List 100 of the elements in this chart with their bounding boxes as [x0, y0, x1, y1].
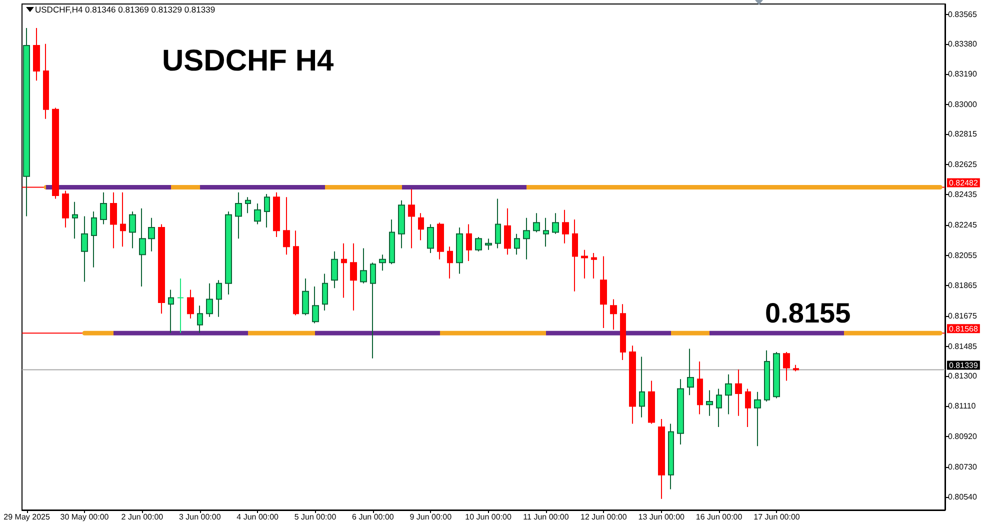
- candlestick: [562, 209, 569, 244]
- x-tick-label: 5 Jun 00:00: [294, 512, 337, 522]
- candlestick: [793, 364, 799, 372]
- y-tick-label: 0.83000: [948, 100, 978, 110]
- candlestick: [168, 289, 174, 334]
- candlestick: [466, 224, 472, 262]
- candlestick: [639, 356, 645, 418]
- ref-line-label: 0.81339: [949, 361, 978, 370]
- y-tick-label: 0.83380: [948, 39, 978, 48]
- candlestick: [552, 212, 559, 234]
- chart-subtitle: USDCHF,H4 0.81346 0.81369 0.81329 0.81339: [35, 4, 216, 14]
- candlestick: [668, 423, 674, 490]
- candlestick: [495, 198, 501, 249]
- candlestick: [629, 345, 636, 424]
- text: USDCHF H4: [162, 44, 334, 78]
- candlestick: [23, 27, 30, 217]
- candlestick: [43, 43, 49, 120]
- y-tick-label: 0.81675: [948, 312, 978, 321]
- candlestick: [754, 391, 761, 447]
- annotation: 0.8155: [765, 298, 851, 329]
- y-tick-label: 0.82625: [948, 160, 978, 169]
- candlestick: [360, 248, 367, 284]
- candlestick: [52, 107, 59, 200]
- x-tick-label: 17 Jun 00:00: [754, 512, 800, 522]
- y-tick-label: 0.81865: [948, 281, 978, 290]
- candlestick: [177, 278, 184, 334]
- candlestick: [783, 351, 790, 382]
- y-tick-label: 0.82435: [948, 190, 978, 200]
- candlestick: [370, 262, 376, 359]
- candlestick: [658, 418, 665, 500]
- candlestick: [408, 188, 415, 249]
- x-tick-label: 30 May 00:00: [60, 512, 110, 522]
- y-tick-label: 0.80540: [948, 492, 978, 502]
- y-tick-label: 0.81485: [948, 342, 978, 351]
- candlestick: [158, 224, 165, 314]
- candlestick: [129, 211, 136, 249]
- candlestick: [216, 280, 222, 318]
- candlestick: [764, 350, 770, 402]
- candlestick: [677, 378, 684, 446]
- candlestick: [331, 250, 338, 289]
- candlestick: [341, 242, 347, 298]
- y-tick-label: 0.80730: [948, 462, 978, 472]
- candlestick: [312, 286, 319, 324]
- y-tick-label: 0.82055: [948, 250, 978, 260]
- x-tick-label: 2 Jun 00:00: [121, 512, 164, 522]
- candlestick: [504, 208, 511, 256]
- candlestick: [148, 217, 155, 252]
- x-tick-label: 16 Jun 00:00: [696, 512, 743, 522]
- y-tick-label: 0.80920: [948, 432, 978, 442]
- candlestick: [687, 348, 694, 396]
- candlestick: [475, 236, 482, 252]
- candlestick: [33, 27, 40, 82]
- candlestick: [456, 226, 463, 274]
- candlestick: [264, 193, 270, 228]
- candlestick: [648, 380, 655, 424]
- candlestick: [91, 211, 97, 268]
- candlestick: [600, 256, 607, 329]
- candlestick: [620, 304, 626, 360]
- candlestick: [610, 298, 617, 330]
- candlestick: [418, 212, 424, 241]
- candlestick: [725, 374, 732, 415]
- candlestick: [62, 190, 69, 228]
- x-tick-label: 11 Jun 00:00: [523, 512, 570, 522]
- candlestick: [543, 217, 549, 248]
- candlestick: [273, 192, 280, 238]
- candlestick: [773, 351, 780, 399]
- candlestick: [389, 218, 395, 265]
- y-tick-label: 0.81300: [948, 371, 978, 380]
- candlestick: [293, 230, 299, 316]
- candlestick: [72, 201, 78, 240]
- x-tick-label: 3 Jun 00:00: [178, 512, 222, 522]
- candlestick: [523, 217, 530, 260]
- y-tick-label: 0.83565: [948, 10, 978, 19]
- candlestick: [139, 208, 146, 288]
- candlestick: [447, 246, 453, 280]
- candlestick: [735, 369, 742, 416]
- y-tick-label: 0.82245: [948, 220, 978, 230]
- candlestick: [283, 196, 290, 256]
- candlestick: [254, 203, 261, 225]
- candlestick: [350, 242, 357, 311]
- candlestick: [235, 192, 242, 240]
- candlestick: [514, 233, 520, 256]
- ref-line-label: 0.81568: [949, 324, 978, 334]
- candlestick: [302, 278, 309, 316]
- candlestick: [206, 282, 213, 318]
- candlestick: [572, 218, 578, 292]
- candlestick: [533, 212, 540, 233]
- candlestick: [591, 252, 597, 280]
- candlestick: [81, 216, 88, 282]
- candlestick: [398, 200, 405, 249]
- candlestick: [697, 361, 703, 415]
- candlestick: [245, 196, 251, 214]
- y-tick-label: 0.81110: [948, 402, 976, 411]
- candlestick: [485, 238, 492, 250]
- x-tick-label: 29 May 2025: [4, 512, 50, 522]
- candlestick: [427, 224, 434, 254]
- x-tick-label: 6 Jun 00:00: [352, 512, 394, 522]
- candlestick: [197, 305, 203, 334]
- candlestick: [706, 390, 713, 416]
- x-tick-label: 12 Jun 00:00: [580, 512, 628, 522]
